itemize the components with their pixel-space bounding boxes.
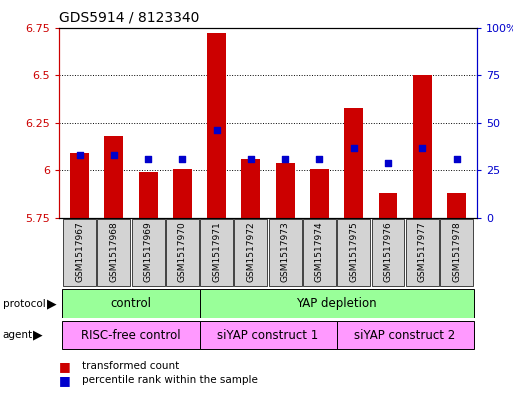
Bar [310,169,329,218]
Text: GSM1517976: GSM1517976 [384,222,392,282]
Bar [379,193,398,218]
Point [110,152,118,158]
FancyBboxPatch shape [337,219,370,286]
Point [281,156,289,162]
Text: GSM1517970: GSM1517970 [178,222,187,282]
Text: siYAP construct 2: siYAP construct 2 [354,329,456,342]
Text: GSM1517971: GSM1517971 [212,222,221,282]
FancyBboxPatch shape [269,219,302,286]
Text: protocol: protocol [3,299,45,309]
Text: GSM1517977: GSM1517977 [418,222,427,282]
Point [384,160,392,166]
Bar [70,153,89,218]
FancyBboxPatch shape [63,289,200,318]
Text: GSM1517978: GSM1517978 [452,222,461,282]
Point [315,156,324,162]
Text: GSM1517975: GSM1517975 [349,222,358,282]
Text: percentile rank within the sample: percentile rank within the sample [82,375,258,385]
Point [247,156,255,162]
Text: RISC-free control: RISC-free control [81,329,181,342]
Bar [276,163,294,218]
Text: agent: agent [3,330,33,340]
Text: GSM1517974: GSM1517974 [315,222,324,282]
Text: GSM1517968: GSM1517968 [109,222,119,282]
Bar [344,108,363,218]
FancyBboxPatch shape [97,219,130,286]
Point [178,156,186,162]
Text: GSM1517973: GSM1517973 [281,222,290,282]
Text: GSM1517972: GSM1517972 [246,222,255,282]
Point [144,156,152,162]
Bar [207,33,226,218]
Text: ■: ■ [59,374,71,387]
Point [212,127,221,134]
Bar [242,159,260,218]
Text: GSM1517969: GSM1517969 [144,222,152,282]
Text: control: control [110,297,151,310]
FancyBboxPatch shape [303,219,336,286]
Bar [139,173,157,218]
Bar [447,193,466,218]
Bar [173,169,192,218]
Text: YAP depletion: YAP depletion [297,297,377,310]
FancyBboxPatch shape [63,321,200,349]
FancyBboxPatch shape [166,219,199,286]
Text: GSM1517967: GSM1517967 [75,222,84,282]
FancyBboxPatch shape [234,219,267,286]
Text: transformed count: transformed count [82,361,180,371]
FancyBboxPatch shape [200,289,473,318]
FancyBboxPatch shape [406,219,439,286]
FancyBboxPatch shape [132,219,165,286]
Text: siYAP construct 1: siYAP construct 1 [218,329,319,342]
Bar [413,75,431,218]
FancyBboxPatch shape [371,219,404,286]
Bar [105,136,123,218]
FancyBboxPatch shape [63,219,96,286]
FancyBboxPatch shape [440,219,473,286]
Text: ■: ■ [59,360,71,373]
Point [75,152,84,158]
Point [418,145,426,151]
Text: ▶: ▶ [47,297,57,310]
FancyBboxPatch shape [200,219,233,286]
Text: GDS5914 / 8123340: GDS5914 / 8123340 [59,11,200,25]
Point [350,145,358,151]
Text: ▶: ▶ [33,329,43,342]
FancyBboxPatch shape [200,321,337,349]
Point [452,156,461,162]
FancyBboxPatch shape [337,321,473,349]
